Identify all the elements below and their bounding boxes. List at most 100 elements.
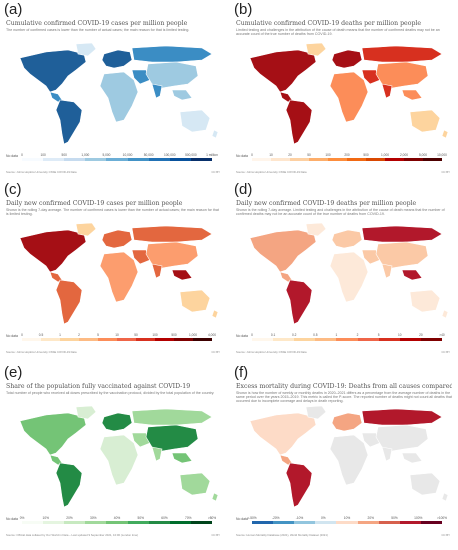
region-europe — [101, 229, 133, 249]
legend-tick-label: 0% — [320, 516, 326, 520]
legend-swatch — [148, 521, 170, 524]
legend-tick-label: 1,000 — [81, 153, 90, 157]
color-legend: No data 0% 10% 20% 30% 40% 50% 60% 70% >80% — [6, 516, 217, 529]
legend-tick-label: -20% — [272, 516, 280, 520]
source-note: Source: Johns Hopkins University CSSE CO… — [6, 170, 77, 174]
map-panel: (a) Cumulative confirmed COVID-19 cases p… — [2, 2, 226, 182]
legend-color-bar — [252, 158, 442, 161]
legend-tick-label: 10 — [397, 333, 402, 337]
region-middle-east — [131, 69, 151, 85]
region-greenland — [305, 405, 327, 420]
region-asia — [375, 61, 429, 89]
region-asia — [145, 61, 199, 89]
legend-swatch — [169, 158, 191, 161]
legend-swatch — [420, 338, 442, 341]
panel-title: Excess mortality during COVID-19: Deaths… — [236, 383, 452, 390]
legend-tick-label: 500 — [61, 153, 67, 157]
region-india — [381, 263, 393, 279]
legend-tick-label: 100,000 — [164, 153, 176, 157]
legend-swatch — [85, 158, 107, 161]
legend-nodata-label: No data — [6, 334, 18, 338]
legend-tick-label: 5 — [97, 333, 99, 337]
color-legend: No data 0 10 20 50 100 200 500 1,000 2,000 5,000 10… — [236, 153, 447, 166]
region-india — [381, 83, 393, 99]
legend-swatch — [64, 521, 86, 524]
panel-letter: (a) — [4, 1, 23, 18]
panel-letter: (e) — [4, 364, 23, 381]
legend-tick-label: <-50% — [247, 516, 257, 520]
legend-swatch — [106, 521, 128, 524]
legend-tick-label: 50 — [134, 333, 138, 337]
world-map — [249, 405, 449, 508]
region-africa — [329, 434, 369, 486]
legend-swatch — [43, 521, 65, 524]
region-greenland — [305, 42, 327, 57]
legend-tick-label: 1 — [59, 333, 61, 337]
legend-tick-label: 2 — [356, 333, 359, 337]
region-greenland — [75, 222, 97, 237]
legend-swatch — [252, 338, 274, 341]
panel-title: Cumulative confirmed COVID-19 cases per … — [6, 20, 188, 27]
legend-color-bar — [252, 338, 442, 341]
legend-tick-label: 500,000 — [185, 153, 197, 157]
region-asia — [145, 241, 199, 269]
legend-tick-label: 1 — [335, 333, 338, 337]
region-se-asia — [171, 452, 193, 464]
legend-swatch — [127, 158, 149, 161]
legend-tick-label: 100 — [325, 153, 331, 157]
region-new-zealand — [441, 309, 449, 319]
legend-ticks: 0 10 20 50 100 200 500 1,000 2,000 5,000 10,000 — [251, 153, 447, 158]
region-south-america — [285, 462, 313, 508]
panel-subtitle: Total number of people who received all … — [6, 391, 215, 395]
color-legend: No data <-50% -20% -10% 0% 10% 20% 50% 100% >100% — [236, 516, 447, 529]
legend-tick-label: 1,000 — [381, 153, 389, 157]
region-se-asia — [401, 269, 423, 281]
legend-tick-label: 0 — [251, 333, 253, 337]
region-australia — [179, 109, 211, 133]
region-new-zealand — [211, 309, 219, 319]
legend-swatch — [193, 338, 212, 341]
legend-swatch — [294, 521, 316, 524]
world-map — [249, 222, 449, 325]
legend-color-bar — [252, 521, 442, 524]
region-russia — [131, 45, 213, 63]
legend-swatch — [190, 158, 212, 161]
region-middle-east — [361, 432, 381, 448]
region-africa — [329, 251, 369, 303]
legend-swatch — [336, 521, 358, 524]
panel-subtitle: Shown is the rolling 7-day average. Limi… — [236, 208, 445, 217]
panel-subtitle: Shown is the rolling 7-day average. The … — [6, 208, 219, 217]
legend-swatch — [309, 158, 328, 161]
legend-nodata-label: No data — [6, 154, 18, 158]
legend-tick-label: >80% — [207, 516, 217, 520]
region-middle-east — [131, 249, 151, 265]
legend-swatch — [357, 338, 379, 341]
legend-tick-label: 50 — [307, 153, 311, 157]
legend-tick-label: 0% — [19, 516, 25, 520]
region-south-america — [55, 99, 83, 145]
region-europe — [331, 229, 363, 249]
region-new-zealand — [211, 492, 219, 502]
legend-ticks: 0 0.5 1 2 5 10 50 100 500 1,000 4,000 — [21, 333, 216, 338]
legend-tick-label: 10 — [115, 333, 119, 337]
legend-tick-label: 1 million — [206, 153, 218, 157]
legend-tick-label: 5,000 — [419, 153, 427, 157]
legend-tick-label: 50% — [137, 516, 144, 520]
region-greenland — [75, 42, 97, 57]
legend-tick-label: 0 — [251, 153, 253, 157]
legend-tick-label: 10,000 — [437, 153, 447, 157]
legend-nodata-label: No data — [236, 334, 248, 338]
panel-subtitle: Limited testing and challenges in the at… — [236, 28, 440, 37]
panel-letter: (c) — [4, 181, 22, 198]
legend-swatch — [174, 338, 193, 341]
world-map — [19, 405, 219, 508]
panel-title: Share of the population fully vaccinated… — [6, 383, 191, 390]
legend-swatch — [378, 338, 400, 341]
legend-tick-label: 100 — [40, 153, 46, 157]
legend-swatch — [336, 338, 358, 341]
region-europe — [331, 49, 363, 69]
region-south-america — [285, 99, 313, 145]
license-label: CC BY — [441, 533, 450, 537]
panel-letter: (b) — [234, 1, 253, 18]
world-map — [19, 42, 219, 145]
